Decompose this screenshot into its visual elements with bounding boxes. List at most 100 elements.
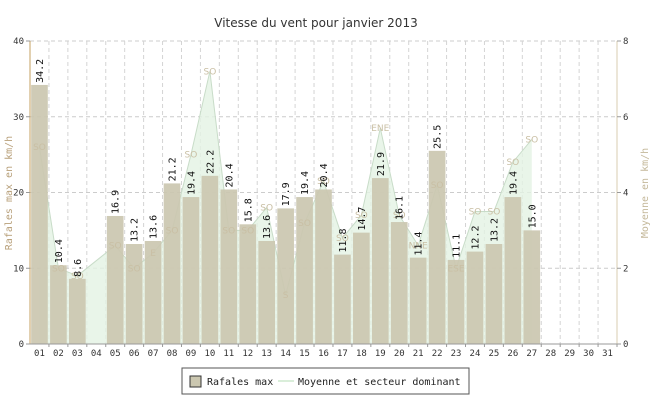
x-tick-label: 11 xyxy=(223,349,234,359)
sector-label: SO xyxy=(33,143,46,153)
gust-bar xyxy=(315,189,332,344)
legend-label-bars: Rafales max xyxy=(207,377,273,388)
bar-value-label: 34.2 xyxy=(35,59,46,83)
gust-bar xyxy=(144,240,162,344)
gust-bar xyxy=(258,240,276,344)
bar-value-label: 20.4 xyxy=(319,163,330,187)
gust-bar xyxy=(182,197,200,344)
bar-value-label: 13.2 xyxy=(130,218,141,242)
bar-value-label: 10.4 xyxy=(54,239,65,263)
gust-bar xyxy=(125,244,143,344)
x-tick-label: 15 xyxy=(299,349,310,359)
bar-value-label: 16.9 xyxy=(111,190,122,214)
x-tick-label: 20 xyxy=(394,349,405,359)
sector-label: SO xyxy=(488,207,501,217)
bar-value-label: 8.6 xyxy=(73,259,84,277)
gust-bar xyxy=(277,208,294,344)
bar-value-label: 15.8 xyxy=(243,198,254,222)
bar-value-label: 12.2 xyxy=(470,225,481,249)
x-tick-label: 27 xyxy=(526,349,537,359)
x-tick-label: 19 xyxy=(375,349,386,359)
sector-label: SO xyxy=(393,211,406,221)
bar-value-label: 19.4 xyxy=(508,171,519,195)
x-tick-label: 12 xyxy=(242,349,253,359)
gust-bar xyxy=(296,197,313,344)
gust-bar xyxy=(31,84,48,344)
bar-value-label: 16.1 xyxy=(395,196,406,220)
gust-bar xyxy=(163,183,181,344)
bar-value-label: 11.8 xyxy=(338,229,349,253)
x-tick-label: 09 xyxy=(186,349,197,359)
x-tick-label: 17 xyxy=(337,349,348,359)
sector-label: SO xyxy=(525,135,538,145)
x-tick-label: 04 xyxy=(91,349,102,359)
sector-label: SO xyxy=(241,226,254,236)
gust-bar xyxy=(353,232,370,344)
gust-bar xyxy=(390,222,408,344)
bar-value-label: 15.0 xyxy=(527,204,538,228)
sector-labels: SO SO SO SO SO E SO SO SO SO SO SO S SO SO SO SO ENE SO NNE… xyxy=(33,67,538,300)
bar-value-label: 14.7 xyxy=(357,207,368,231)
x-tick-label: 28 xyxy=(545,349,556,359)
gust-bar xyxy=(523,230,541,344)
x-tick-label: 18 xyxy=(356,349,367,359)
sector-label: S xyxy=(283,291,289,301)
gust-bar xyxy=(220,189,238,344)
x-tick-label: 25 xyxy=(488,349,499,359)
x-tick-label: 30 xyxy=(583,349,594,359)
y-right-tick-label: 6 xyxy=(623,113,628,123)
x-tick-label: 31 xyxy=(602,349,613,359)
legend-swatch-bars xyxy=(189,375,202,388)
x-tick-label: 10 xyxy=(204,349,215,359)
gust-bar xyxy=(106,215,124,344)
x-tick-label: 03 xyxy=(72,349,83,359)
x-tick-label: 08 xyxy=(167,349,178,359)
bar-value-label: 22.2 xyxy=(205,150,216,174)
bar-value-labels: 34.2 10.4 8.6 16.9 13.2 13.6 21.2 19.4 22.2 20.4 1… xyxy=(35,59,538,277)
sector-label: SO xyxy=(431,181,444,191)
bar-value-label: 11.4 xyxy=(414,232,425,256)
legend-label-line: Moyenne et secteur dominant xyxy=(298,377,461,388)
sector-label: ESE xyxy=(448,264,465,274)
gust-bar xyxy=(334,254,351,344)
bar-value-label: 21.9 xyxy=(376,152,387,176)
gust-bar xyxy=(447,259,465,344)
bar-value-label: 11.1 xyxy=(452,234,463,258)
x-tick-label: 06 xyxy=(129,349,140,359)
y-tick-label: 10 xyxy=(13,264,24,274)
gust-bar xyxy=(239,224,257,344)
sector-label: SO xyxy=(506,158,519,168)
x-tick-label: 13 xyxy=(261,349,272,359)
x-tick-label: 01 xyxy=(34,349,45,359)
sector-label: ENE xyxy=(371,124,389,134)
bar-value-label: 13.6 xyxy=(149,215,160,239)
y-right-tick-label: 4 xyxy=(623,189,628,199)
gust-bar xyxy=(69,278,86,344)
gust-bar xyxy=(466,251,484,344)
sector-label: SO xyxy=(260,204,273,214)
bar-value-label: 13.6 xyxy=(262,215,273,239)
y-axis-label-right: Moyenne en km/h xyxy=(640,148,650,238)
sector-label: SO xyxy=(222,226,235,236)
y-right-tick-label: 8 xyxy=(623,37,628,47)
gust-bar xyxy=(504,197,522,344)
gust-bar xyxy=(371,178,389,344)
bar-value-label: 19.4 xyxy=(186,171,197,195)
gust-bar xyxy=(485,244,503,344)
sector-label: SO xyxy=(71,272,84,282)
gust-bar xyxy=(201,175,219,344)
bar-value-label: 17.9 xyxy=(281,182,292,206)
x-tick-label: 21 xyxy=(413,349,424,359)
sector-label: NNE xyxy=(409,242,428,252)
sector-label: SO xyxy=(52,264,65,274)
sector-label: SO xyxy=(203,67,216,77)
legend-box xyxy=(181,367,470,395)
x-tick-label: 14 xyxy=(280,349,291,359)
chart-title: Vitesse du vent pour janvier 2013 xyxy=(214,16,417,30)
sector-label: E xyxy=(150,249,156,259)
gust-bar xyxy=(409,257,427,344)
y-tick-label: 30 xyxy=(13,113,24,123)
sector-label: SO xyxy=(336,234,349,244)
gust-bar xyxy=(428,150,446,344)
